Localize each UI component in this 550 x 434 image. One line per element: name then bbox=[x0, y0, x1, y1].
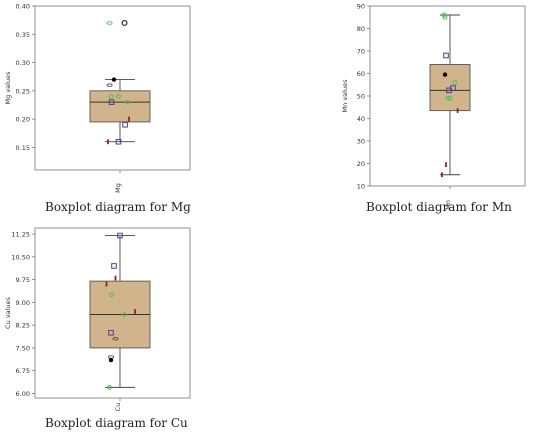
data-point bbox=[441, 172, 443, 178]
y-tick-label: 90 bbox=[357, 3, 365, 11]
y-tick-label: 0.20 bbox=[16, 116, 30, 124]
data-point bbox=[112, 337, 119, 341]
data-point bbox=[117, 232, 123, 239]
data-point bbox=[107, 384, 112, 390]
data-point bbox=[443, 52, 449, 59]
y-tick-label: 0.25 bbox=[16, 87, 30, 95]
data-point bbox=[122, 312, 127, 317]
y-tick-label: 6.00 bbox=[16, 390, 30, 398]
boxplot-chart-mn: 90 80 70 60 50 40 30 20 10 Mn values Mn bbox=[341, 3, 526, 210]
y-tick-label: 0.35 bbox=[16, 31, 30, 39]
data-point bbox=[108, 329, 114, 336]
x-category-label: Cu bbox=[114, 403, 122, 412]
data-point bbox=[128, 116, 130, 122]
boxplot-chart-cu: 11.25 10.50 9.75 9.00 8.25 7.50 6.75 6.00 Cu val… bbox=[4, 227, 191, 412]
y-axis-label: Cu values bbox=[4, 296, 12, 328]
y-tick-label: 70 bbox=[357, 48, 365, 56]
iqr-box bbox=[429, 64, 471, 112]
y-tick-label: 50 bbox=[357, 93, 365, 101]
data-point bbox=[447, 95, 453, 101]
data-point bbox=[107, 139, 109, 145]
data-point bbox=[106, 83, 113, 87]
y-tick-label: 9.00 bbox=[16, 299, 30, 307]
data-point bbox=[452, 80, 458, 85]
data-point bbox=[106, 21, 113, 25]
y-tick-label: 10.50 bbox=[11, 253, 30, 261]
data-point bbox=[442, 72, 448, 77]
data-point bbox=[445, 162, 447, 168]
data-point bbox=[445, 95, 451, 101]
panel-mg: 0.40 0.35 0.30 0.25 0.20 0.15 Mg values Mg Boxp… bbox=[0, 0, 250, 215]
boxplot-chart-mg: 0.40 0.35 0.30 0.25 0.20 0.15 Mg values Mg bbox=[4, 3, 191, 193]
panel-cu: 11.25 10.50 9.75 9.00 8.25 7.50 6.75 6.00 Cu val… bbox=[4, 227, 191, 430]
data-point bbox=[111, 263, 117, 269]
data-point bbox=[114, 275, 117, 281]
data-point bbox=[134, 309, 136, 314]
plot-frame bbox=[34, 5, 191, 171]
x-category-label: Mg bbox=[114, 183, 122, 193]
y-tick-label: 40 bbox=[357, 115, 365, 123]
data-point bbox=[125, 99, 130, 105]
y-tick-label: 60 bbox=[357, 70, 365, 78]
y-tick-label: 20 bbox=[357, 160, 365, 168]
y-tick-label: 6.75 bbox=[16, 367, 30, 375]
data-point bbox=[456, 108, 459, 114]
data-point bbox=[446, 87, 452, 94]
y-tick-label: 0.40 bbox=[16, 3, 30, 11]
data-point bbox=[108, 99, 115, 105]
iqr-box bbox=[89, 90, 151, 123]
y-tick-label: 7.50 bbox=[16, 344, 30, 352]
y-tick-label: 8.25 bbox=[16, 322, 30, 330]
y-tick-label: 80 bbox=[357, 25, 365, 33]
data-point bbox=[442, 14, 448, 20]
data-point bbox=[121, 20, 128, 26]
data-point bbox=[116, 94, 121, 99]
y-tick-label: 10 bbox=[357, 183, 365, 191]
data-point bbox=[108, 94, 114, 99]
data-point bbox=[109, 292, 115, 298]
data-point bbox=[108, 357, 114, 363]
x-category-label: Mn bbox=[444, 200, 452, 210]
data-point bbox=[122, 121, 128, 128]
y-tick-label: 0.15 bbox=[16, 144, 30, 152]
data-point bbox=[105, 281, 108, 287]
chart-caption-mn: Boxplot diagram for Mn bbox=[366, 200, 512, 214]
y-tick-label: 30 bbox=[357, 138, 365, 146]
y-axis-label: Mg values bbox=[4, 71, 12, 105]
data-point bbox=[115, 138, 122, 145]
y-tick-label: 9.75 bbox=[16, 276, 30, 284]
y-axis-label: Mn values bbox=[341, 79, 349, 113]
chart-caption-cu: Boxplot diagram for Cu bbox=[45, 416, 188, 430]
data-point bbox=[111, 77, 117, 82]
chart-caption-mg: Boxplot diagram for Mg bbox=[45, 200, 191, 214]
panel-mn: 90 80 70 60 50 40 30 20 10 Mn values Mn Boxplot di… bbox=[341, 3, 526, 214]
y-tick-label: 11.25 bbox=[11, 231, 30, 239]
y-tick-label: 0.30 bbox=[16, 59, 30, 67]
